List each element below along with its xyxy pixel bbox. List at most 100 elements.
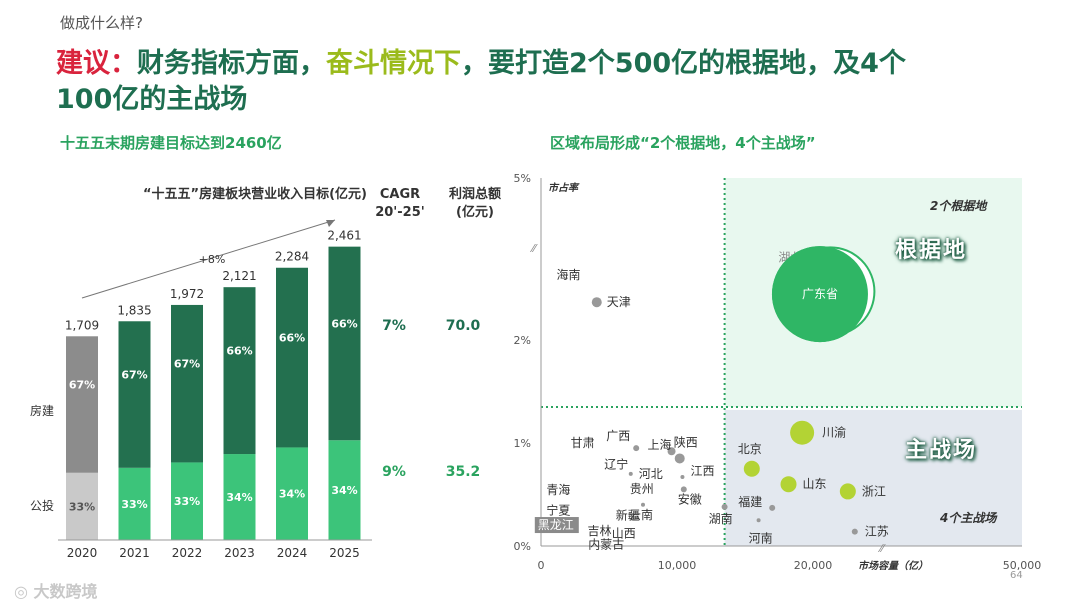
page-title: 建议：财务指标方面，奋斗情况下，要打造2个500亿的根据地，及4个 100亿的主… (56, 46, 1036, 118)
growth-arrow (81, 219, 336, 299)
scatter-point-main (780, 476, 797, 493)
scatter-point-other (674, 453, 685, 464)
bar-label-public: 33% (69, 500, 95, 513)
scatter-point-base-main (771, 246, 868, 343)
bar-label-public: 33% (121, 498, 147, 511)
profit-header-unit: (亿元) (456, 204, 494, 220)
x-tick-label: 0 (538, 559, 545, 572)
bar-total-label: 1,972 (170, 287, 204, 301)
bar-housing (276, 267, 308, 448)
point-label: 安徽 (678, 491, 702, 506)
point-label: 宁夏 (546, 502, 570, 517)
point-label: 天津 (607, 295, 631, 309)
legend-housing: 房建 (30, 403, 54, 418)
scatter-point-other (633, 445, 640, 452)
point-label: 辽宁 (604, 456, 628, 471)
scatter-point-other (721, 503, 728, 510)
bar-public-investment (118, 467, 151, 540)
x-tick-label: 2024 (277, 546, 308, 560)
bar-housing (223, 287, 256, 455)
point-label: 山西 (612, 526, 636, 540)
scatter-point-other (591, 297, 602, 308)
title-part-target: ，要打造2个500亿的根据地，及4个 (461, 48, 906, 79)
point-label: 江西 (690, 464, 714, 478)
cagr-value: 9% (382, 464, 406, 480)
page-number: 64 (1010, 570, 1023, 581)
point-label: 广西 (606, 429, 630, 443)
bar-public-investment (171, 462, 203, 540)
point-label: 北京 (738, 442, 762, 456)
growth-arrow-head (326, 220, 335, 227)
bar-total-label: 2,461 (327, 229, 361, 243)
point-label: 黑龙江 (538, 518, 574, 532)
x-tick-label: 2021 (119, 546, 150, 560)
bar-housing (66, 336, 98, 473)
label-highlight (534, 517, 579, 534)
point-label: 川渝 (822, 425, 846, 440)
y-tick-label: 1% (514, 437, 531, 450)
bar-public-investment (223, 454, 256, 540)
bar-total-label: 2,284 (275, 250, 309, 264)
logo-text: 大数跨境 (33, 582, 98, 601)
y-axis-label: 市占率 (548, 182, 580, 194)
bar-label-public: 34% (331, 484, 357, 497)
point-label: 贵州 (630, 482, 654, 496)
x-tick-label: 20,000 (794, 559, 833, 572)
bar-total-label: 1,709 (65, 318, 99, 332)
scatter-point-other (851, 528, 858, 535)
x-tick-label: 2022 (172, 546, 203, 560)
cagr-header-period: 20'-25' (375, 205, 425, 220)
y-axis-break: ⁄⁄ (529, 242, 538, 255)
x-axis-label: 市场容量（亿） (858, 560, 928, 572)
badge-base: 根据地 (895, 237, 968, 263)
point-label: 甘肃 (571, 436, 595, 450)
zone-label-main: 4个主战场 (939, 511, 998, 525)
point-label: 青海 (546, 482, 570, 497)
logo-icon: ◎ (14, 582, 34, 601)
bar-label-public: 34% (279, 488, 305, 501)
scatter-point-other (641, 502, 645, 507)
scatter-point-main (743, 460, 760, 477)
bar-label-housing: 66% (331, 317, 357, 330)
profit-header: 利润总额 (449, 186, 501, 202)
growth-label: +8% (199, 253, 226, 266)
scatter-point-main (839, 483, 856, 500)
bar-total-label: 1,835 (117, 303, 151, 317)
right-subtitle: 区域布局形成“2个根据地，4个主战场” (550, 134, 816, 152)
title-line-2: 100亿的主战场 (56, 84, 248, 115)
bar-label-housing: 66% (279, 332, 305, 345)
cagr-header: CAGR (380, 187, 420, 202)
x-tick-label: 10,000 (658, 559, 697, 572)
point-label: 湖南 (709, 511, 733, 526)
bar-housing (171, 304, 203, 463)
point-label: 海南 (556, 267, 580, 282)
scatter-point-other (628, 471, 633, 476)
scatter-point-other (680, 486, 687, 493)
title-part-struggle: 奋斗情况下 (326, 48, 461, 79)
breadcrumb: 做成什么样? (60, 14, 143, 32)
point-label: 福建 (738, 494, 762, 509)
x-tick-label: 50,000 (1003, 559, 1042, 572)
bar-label-housing: 67% (69, 379, 95, 392)
title-part-finance: 财务指标方面， (137, 48, 326, 79)
scatter-point-other (769, 504, 776, 511)
bar-public-investment (66, 472, 98, 540)
point-label: 山东 (803, 477, 827, 491)
bar-public-investment (328, 440, 361, 540)
y-tick-label: 5% (514, 172, 531, 185)
watermark-logo: ◎ 大数跨境 (14, 578, 98, 602)
bar-label-public: 33% (174, 495, 200, 508)
bar-label-housing: 67% (174, 358, 200, 371)
scatter-point-other (680, 474, 685, 479)
x-tick-label: 2020 (67, 546, 98, 560)
point-label: 河北 (639, 467, 663, 481)
bar-chart-title: “十五五”房建板块营业收入目标(亿元) (143, 186, 367, 202)
y-tick-label: 0% (514, 540, 531, 553)
scatter-point-other (667, 447, 676, 456)
point-label: 上海 (648, 437, 672, 452)
x-tick-label: 2025 (329, 546, 360, 560)
cagr-value: 7% (382, 318, 406, 334)
point-label: 广东省 (802, 287, 838, 301)
